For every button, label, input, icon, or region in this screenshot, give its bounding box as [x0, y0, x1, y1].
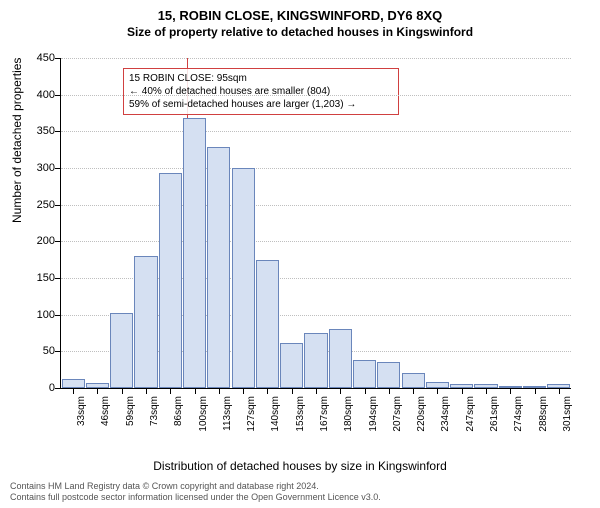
x-tick-label: 86sqm — [173, 396, 184, 426]
y-tick — [55, 168, 61, 169]
x-tick-label: 288sqm — [538, 396, 549, 432]
footer-line1: Contains HM Land Registry data © Crown c… — [10, 481, 381, 493]
gridline — [61, 205, 571, 206]
page-subtitle: Size of property relative to detached ho… — [0, 25, 600, 39]
x-tick — [535, 388, 536, 394]
y-tick-label: 400 — [15, 89, 55, 101]
histogram-bar — [232, 168, 255, 388]
x-tick-label: 73sqm — [149, 396, 160, 426]
histogram-plot: 15 ROBIN CLOSE: 95sqm ← 40% of detached … — [60, 58, 571, 389]
x-tick-label: 274sqm — [513, 396, 524, 432]
x-tick — [292, 388, 293, 394]
gridline — [61, 131, 571, 132]
x-tick-label: 220sqm — [416, 396, 427, 432]
y-tick-label: 350 — [15, 125, 55, 137]
x-tick — [195, 388, 196, 394]
chart-area: 15 ROBIN CLOSE: 95sqm ← 40% of detached … — [60, 58, 570, 388]
histogram-bar — [304, 333, 327, 388]
histogram-bar — [256, 260, 279, 388]
y-tick — [55, 278, 61, 279]
x-tick — [413, 388, 414, 394]
histogram-bar — [402, 373, 425, 388]
y-tick — [55, 131, 61, 132]
gridline — [61, 241, 571, 242]
footer-line2: Contains full postcode sector informatio… — [10, 492, 381, 504]
y-tick-label: 0 — [15, 382, 55, 394]
gridline — [61, 95, 571, 96]
x-tick — [462, 388, 463, 394]
y-tick-label: 200 — [15, 235, 55, 247]
x-tick-label: 301sqm — [562, 396, 573, 432]
x-tick-label: 113sqm — [222, 396, 233, 431]
x-tick-label: 140sqm — [270, 396, 281, 432]
y-tick — [55, 351, 61, 352]
page-title: 15, ROBIN CLOSE, KINGSWINFORD, DY6 8XQ — [0, 8, 600, 23]
y-tick-label: 100 — [15, 309, 55, 321]
histogram-bar — [134, 256, 157, 388]
y-tick — [55, 205, 61, 206]
histogram-bar — [353, 360, 376, 388]
x-tick — [316, 388, 317, 394]
y-tick-label: 250 — [15, 199, 55, 211]
x-tick-label: 46sqm — [100, 396, 111, 426]
annotation-line1: 15 ROBIN CLOSE: 95sqm — [129, 72, 393, 85]
x-tick-label: 33sqm — [76, 396, 87, 426]
x-axis-label: Distribution of detached houses by size … — [0, 459, 600, 473]
histogram-bar — [280, 343, 303, 388]
y-tick-label: 150 — [15, 272, 55, 284]
x-tick-label: 234sqm — [440, 396, 451, 432]
y-tick — [55, 241, 61, 242]
gridline — [61, 168, 571, 169]
y-tick-label: 50 — [15, 345, 55, 357]
y-tick-label: 450 — [15, 52, 55, 64]
x-tick — [486, 388, 487, 394]
x-tick — [365, 388, 366, 394]
x-tick — [267, 388, 268, 394]
x-tick-label: 153sqm — [295, 396, 306, 432]
x-tick — [219, 388, 220, 394]
x-tick — [146, 388, 147, 394]
x-tick-label: 207sqm — [392, 396, 403, 432]
x-tick — [510, 388, 511, 394]
histogram-bar — [377, 362, 400, 388]
histogram-bar — [159, 173, 182, 388]
x-tick-label: 194sqm — [368, 396, 379, 432]
footer: Contains HM Land Registry data © Crown c… — [10, 481, 381, 504]
annotation-line2: ← 40% of detached houses are smaller (80… — [129, 85, 393, 98]
x-tick-label: 247sqm — [465, 396, 476, 432]
x-tick — [437, 388, 438, 394]
gridline — [61, 58, 571, 59]
x-tick — [122, 388, 123, 394]
y-tick — [55, 315, 61, 316]
histogram-bar — [110, 313, 133, 388]
annotation-line3: 59% of semi-detached houses are larger (… — [129, 98, 393, 111]
x-tick — [389, 388, 390, 394]
histogram-bar — [207, 147, 230, 388]
x-tick-label: 261sqm — [489, 396, 500, 432]
x-tick — [243, 388, 244, 394]
annotation-box: 15 ROBIN CLOSE: 95sqm ← 40% of detached … — [123, 68, 399, 115]
y-tick — [55, 58, 61, 59]
x-tick-label: 167sqm — [319, 396, 330, 432]
x-tick — [73, 388, 74, 394]
y-tick-label: 300 — [15, 162, 55, 174]
x-tick-label: 100sqm — [198, 396, 209, 432]
x-tick — [170, 388, 171, 394]
x-tick — [559, 388, 560, 394]
histogram-bar — [329, 329, 352, 388]
histogram-bar — [183, 118, 206, 388]
x-tick-label: 127sqm — [246, 396, 257, 432]
y-tick — [55, 388, 61, 389]
y-tick — [55, 95, 61, 96]
x-tick-label: 59sqm — [125, 396, 136, 426]
x-tick — [340, 388, 341, 394]
x-tick-label: 180sqm — [343, 396, 354, 432]
x-tick — [97, 388, 98, 394]
histogram-bar — [62, 379, 85, 388]
